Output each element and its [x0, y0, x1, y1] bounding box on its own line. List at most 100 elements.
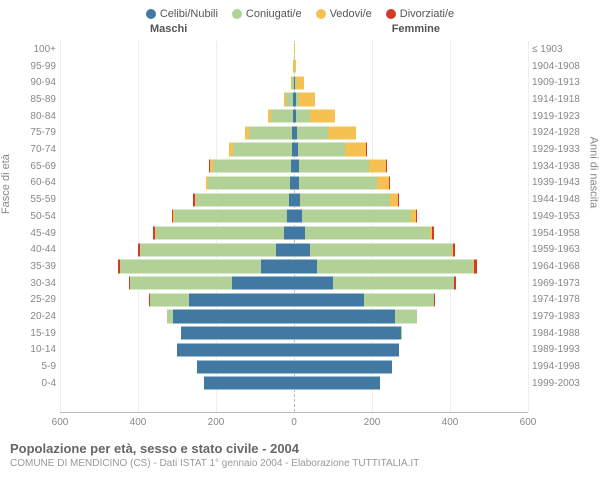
male-bar: [60, 126, 294, 140]
segment: [287, 209, 294, 223]
segment: [386, 159, 387, 173]
female-bar: [294, 276, 528, 290]
female-bar: [294, 209, 528, 223]
segment: [232, 276, 294, 290]
birth-label: 1974-1978: [532, 294, 588, 305]
segment: [294, 360, 392, 374]
male-bar: [60, 326, 294, 340]
birth-label: 1939-1943: [532, 177, 588, 188]
segment: [310, 243, 452, 257]
segment: [130, 276, 231, 290]
birth-label: 1904-1908: [532, 61, 588, 72]
age-label: 75-79: [18, 127, 56, 138]
pyramid-row: 20-241979-1983: [60, 309, 528, 323]
x-tick: 200: [364, 417, 381, 428]
segment: [300, 193, 390, 207]
birth-label: 1959-1963: [532, 244, 588, 255]
female-bar: [294, 42, 528, 56]
birth-label: 1979-1983: [532, 311, 588, 322]
female-bar: [294, 109, 528, 123]
birth-label: 1909-1913: [532, 77, 588, 88]
male-bar: [60, 309, 294, 323]
age-label: 60-64: [18, 177, 56, 188]
age-label: 70-74: [18, 144, 56, 155]
segment: [294, 326, 401, 340]
pyramid-row: 60-641939-1943: [60, 176, 528, 190]
chart-subtitle: COMUNE DI MENDICINO (CS) - Dati ISTAT 1°…: [10, 458, 590, 469]
pyramid-row: 65-691934-1938: [60, 159, 528, 173]
legend-item: Celibi/Nubili: [146, 8, 218, 20]
birth-label: 1934-1938: [532, 161, 588, 172]
male-bar: [60, 176, 294, 190]
gridline: [528, 41, 529, 412]
segment: [333, 276, 454, 290]
segment: [299, 92, 315, 106]
segment: [294, 243, 310, 257]
pyramid-row: 75-791924-1928: [60, 126, 528, 140]
age-label: 30-34: [18, 278, 56, 289]
segment: [181, 326, 294, 340]
female-bar: [294, 343, 528, 357]
pyramid-row: 10-141989-1993: [60, 343, 528, 357]
female-bar: [294, 309, 528, 323]
birth-label: ≤ 1903: [532, 44, 588, 55]
male-bar: [60, 42, 294, 56]
pyramid-row: 0-41999-2003: [60, 376, 528, 390]
segment: [317, 259, 473, 273]
segment: [297, 126, 328, 140]
male-bar: [60, 259, 294, 273]
segment: [196, 193, 290, 207]
pyramid-row: 40-441959-1963: [60, 243, 528, 257]
age-label: 35-39: [18, 261, 56, 272]
male-bar: [60, 360, 294, 374]
segment: [173, 309, 294, 323]
segment: [120, 259, 260, 273]
age-label: 25-29: [18, 294, 56, 305]
age-label: 95-99: [18, 61, 56, 72]
female-bar: [294, 126, 528, 140]
x-tick: 200: [208, 417, 225, 428]
birth-label: 1989-1993: [532, 344, 588, 355]
segment: [377, 176, 389, 190]
pyramid-row: 50-541949-1953: [60, 209, 528, 223]
female-bar: [294, 376, 528, 390]
segment: [369, 159, 387, 173]
header-female: Femmine: [392, 23, 440, 35]
segment: [299, 176, 377, 190]
age-label: 90-94: [18, 77, 56, 88]
male-bar: [60, 343, 294, 357]
legend-swatch: [146, 9, 156, 19]
plot: 100+≤ 190395-991904-190890-941909-191385…: [60, 41, 528, 413]
female-bar: [294, 92, 528, 106]
segment: [177, 343, 294, 357]
x-tick: 400: [130, 417, 147, 428]
pyramid-row: 90-941909-1913: [60, 76, 528, 90]
male-bar: [60, 226, 294, 240]
segment: [140, 243, 277, 257]
legend-label: Vedovi/e: [330, 8, 372, 20]
segment: [294, 376, 380, 390]
pyramid-row: 95-991904-1908: [60, 59, 528, 73]
pyramid-row: 30-341969-1973: [60, 276, 528, 290]
segment: [398, 193, 399, 207]
male-bar: [60, 376, 294, 390]
segment: [432, 226, 434, 240]
segment: [294, 59, 296, 73]
chart-area: Fasce di età Anni di nascita 100+≤ 19039…: [10, 41, 590, 435]
segment: [454, 276, 456, 290]
segment: [271, 109, 292, 123]
age-label: 45-49: [18, 228, 56, 239]
female-bar: [294, 159, 528, 173]
segment: [197, 360, 295, 374]
age-label: 80-84: [18, 111, 56, 122]
x-tick: 0: [291, 417, 297, 428]
birth-label: 1999-2003: [532, 378, 588, 389]
segment: [294, 209, 302, 223]
segment: [453, 243, 455, 257]
age-label: 5-9: [18, 361, 56, 372]
legend-swatch: [386, 9, 396, 19]
birth-label: 1969-1973: [532, 278, 588, 289]
segment: [302, 209, 411, 223]
male-bar: [60, 59, 294, 73]
y-axis-label-left: Fasce di età: [0, 154, 12, 214]
